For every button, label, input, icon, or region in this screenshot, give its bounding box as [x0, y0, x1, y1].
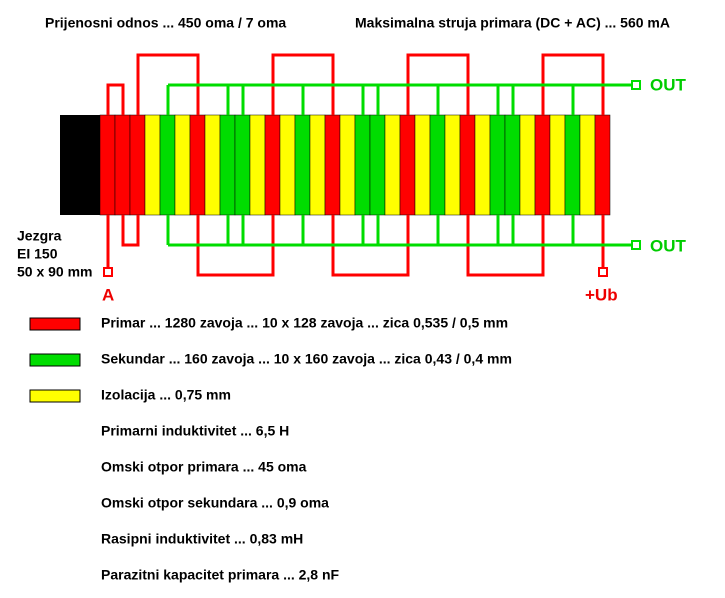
- strip: [219, 114, 236, 216]
- strip: [489, 114, 506, 216]
- legend-label: Izolacija ... 0,75 mm: [101, 387, 231, 403]
- strip: [204, 114, 221, 216]
- strip: [444, 114, 461, 216]
- wires: [103, 53, 641, 277]
- header-left: Prijenosni odnos ... 450 oma / 7 oma: [45, 15, 286, 31]
- strip: [174, 114, 191, 216]
- strip: [564, 114, 581, 216]
- strip: [369, 114, 386, 216]
- strip: [579, 114, 596, 216]
- strip: [144, 114, 161, 216]
- strip: [294, 114, 311, 216]
- strip: [279, 114, 296, 216]
- strip: [384, 114, 401, 216]
- strip: [504, 114, 521, 216]
- terminal-out: OUT: [650, 236, 687, 255]
- strip: [399, 114, 416, 216]
- core-block: [60, 115, 100, 215]
- primary-wire: [121, 215, 140, 247]
- terminal-pad: [631, 80, 641, 90]
- core-label: EI 150: [17, 246, 58, 262]
- terminal-a: A: [102, 285, 114, 304]
- strip: [549, 114, 566, 216]
- header-right: Maksimalna struja primara (DC + AC) ... …: [355, 15, 670, 31]
- terminal-pad: [103, 267, 113, 277]
- primary-wire: [106, 83, 125, 115]
- spec-line: Parazitni kapacitet primara ... 2,8 nF: [101, 567, 340, 583]
- strip: [189, 114, 206, 216]
- terminal-out: OUT: [650, 75, 687, 94]
- spec-line: Rasipni induktivitet ... 0,83 mH: [101, 531, 303, 547]
- terminal-pad: [631, 240, 641, 250]
- strip: [414, 114, 431, 216]
- legend-label: Sekundar ... 160 zavoja ... 10 x 160 zav…: [101, 351, 512, 367]
- strip: [324, 114, 341, 216]
- terminal-ub: +Ub: [585, 285, 618, 304]
- strip: [474, 114, 491, 216]
- strip: [234, 114, 251, 216]
- strip: [159, 114, 176, 216]
- terminal-pad: [598, 267, 608, 277]
- spec-line: Omski otpor sekundara ... 0,9 oma: [101, 495, 329, 511]
- strip: [594, 114, 611, 216]
- strip: [354, 114, 371, 216]
- legend-swatch: [29, 353, 81, 367]
- legend-label: Primar ... 1280 zavoja ... 10 x 128 zavo…: [101, 315, 508, 331]
- strip: [129, 114, 146, 216]
- strip: [249, 114, 266, 216]
- spec-line: Omski otpor primara ... 45 oma: [101, 459, 307, 475]
- strip: [309, 114, 326, 216]
- winding-strips: [99, 114, 611, 216]
- core-label: 50 x 90 mm: [17, 264, 93, 280]
- strip: [264, 114, 281, 216]
- core-label: Jezgra: [17, 228, 62, 244]
- strip: [534, 114, 551, 216]
- strip: [429, 114, 446, 216]
- strip: [339, 114, 356, 216]
- strip: [459, 114, 476, 216]
- legend-swatch: [29, 389, 81, 403]
- legend: Primar ... 1280 zavoja ... 10 x 128 zavo…: [29, 315, 512, 583]
- strip: [114, 114, 131, 216]
- strip: [519, 114, 536, 216]
- legend-swatch: [29, 317, 81, 331]
- spec-line: Primarni induktivitet ... 6,5 H: [101, 423, 289, 439]
- strip: [99, 114, 116, 216]
